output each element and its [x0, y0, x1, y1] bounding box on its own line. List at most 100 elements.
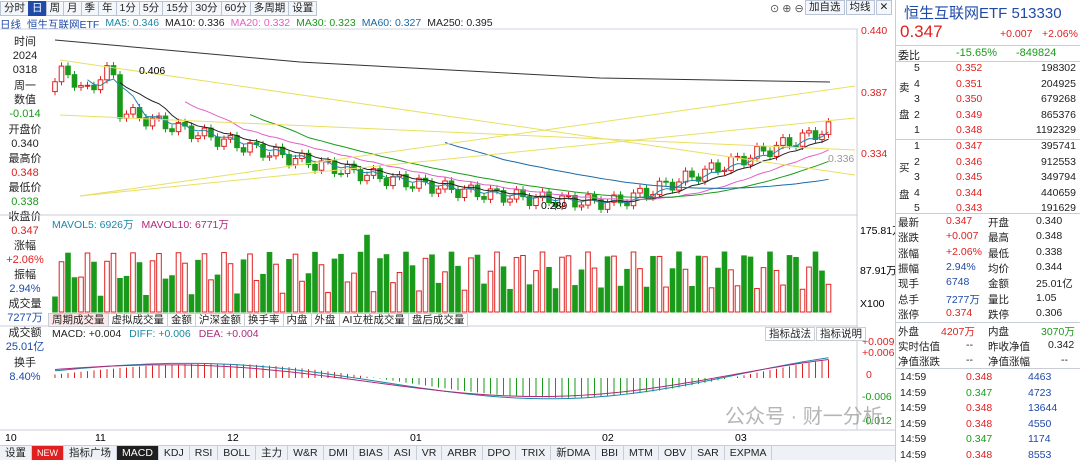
indicator-tab-10[interactable]: BIAS	[354, 446, 389, 460]
volume-bar	[247, 253, 253, 313]
volume-tab-7[interactable]: AI立桩成交量	[338, 313, 409, 327]
volume-bar	[494, 251, 500, 313]
volume-bar	[344, 281, 351, 313]
indicator-tab-12[interactable]: VR	[417, 446, 443, 460]
volume-bar	[318, 264, 325, 313]
stat-cell: 量比	[988, 293, 1009, 306]
ma10-label: MA10: 0.336	[165, 17, 225, 29]
stat-cell: +0.007	[946, 230, 979, 243]
volume-tab-6[interactable]: 外盘	[310, 313, 340, 327]
volume-tab-5[interactable]: 内盘	[282, 313, 312, 327]
indicator-tab-17[interactable]: BBI	[596, 446, 625, 460]
volume-bar	[559, 256, 565, 313]
volume-bar	[123, 275, 130, 313]
indicator-tab-7[interactable]: 主力	[256, 446, 289, 460]
order-price-sells[interactable]: 0.349	[956, 108, 983, 121]
indicator-tab-9[interactable]: DMI	[324, 446, 354, 460]
tab-period-9[interactable]: 30分	[191, 0, 222, 16]
volume-bar	[721, 251, 728, 313]
order-price-sells[interactable]: 0.348	[956, 124, 983, 136]
volume-tab-0[interactable]: 周期成交量	[48, 313, 109, 327]
mavol5-label: MAVOL5: 6926万	[52, 219, 134, 231]
ma-button[interactable]: 均线	[845, 0, 875, 15]
order-price-sells[interactable]: 0.350	[956, 93, 983, 105]
volume-bar	[273, 263, 279, 313]
volume-tab-3[interactable]: 沪深金额	[195, 313, 245, 327]
candle-body	[221, 138, 227, 147]
volume-bar	[604, 256, 611, 313]
indicator-tab-15[interactable]: TRIX	[516, 446, 552, 460]
indicator-tab-16[interactable]: 新DMA	[551, 446, 597, 460]
indicator-tab-19[interactable]: OBV	[659, 446, 693, 460]
tab-period-8[interactable]: 15分	[162, 0, 193, 16]
volume-bar	[663, 286, 669, 313]
order-price-sells[interactable]: 0.351	[956, 77, 983, 90]
volume-tab-2[interactable]: 金额	[167, 313, 196, 327]
volume-bar	[799, 288, 806, 313]
volume-bar	[292, 253, 299, 313]
open-value: 0.340	[11, 138, 39, 150]
quote-chg: +0.007	[1000, 28, 1033, 40]
order-price-buys[interactable]: 0.346	[956, 155, 983, 168]
volume-bar	[221, 252, 227, 313]
indicator-tab-18[interactable]: MTM	[624, 446, 659, 460]
volume-bar	[97, 295, 104, 313]
macd-buttons: 指标战法 指标说明	[765, 327, 866, 341]
volume-bar	[695, 255, 702, 313]
low-label: 最低价	[8, 182, 42, 194]
tab-period-7[interactable]: 5分	[138, 0, 164, 16]
order-volume-buys: 440659	[1040, 186, 1076, 199]
tab-period-6[interactable]: 1分	[115, 0, 140, 16]
indicator-tab-6[interactable]: BOLL	[218, 446, 257, 460]
indicator-tab-0[interactable]: 设置	[0, 446, 32, 460]
stat-cell: 6748	[946, 276, 970, 289]
tick-volume: 4723	[1028, 386, 1052, 399]
volume-tab-8[interactable]: 盘后成交量	[407, 313, 469, 327]
volume-bar	[435, 282, 442, 313]
dea-line	[54, 359, 829, 398]
indicator-tab-13[interactable]: ARBR	[442, 446, 483, 460]
indicator-tab-14[interactable]: DPO	[483, 446, 517, 460]
volume-bar	[747, 256, 754, 313]
volume-bar	[351, 272, 357, 313]
high-value: 0.348	[11, 167, 39, 179]
stat-cell: 总手	[898, 293, 919, 306]
kline-chart[interactable]: 0.440 0.387 0.334 0.406 0.289 0.336 175.…	[0, 0, 895, 462]
indicator-tab-3[interactable]: MACD	[117, 446, 159, 460]
volume-bar	[520, 255, 526, 313]
volume-bar	[734, 285, 741, 313]
order-price-buys[interactable]: 0.345	[956, 171, 983, 183]
indicator-tab-20[interactable]: SAR	[692, 446, 725, 460]
webi-value: -15.65%	[956, 47, 997, 59]
quote-panel: 恒生互联网ETF 513330 0.347 +0.007 +2.06% 委比 -…	[895, 0, 1080, 462]
volume-bar	[773, 269, 780, 313]
amp-label: 振幅	[14, 269, 36, 281]
order-price-buys[interactable]: 0.343	[956, 202, 983, 214]
stat-cell: 最新	[898, 217, 919, 229]
add-watchlist-button[interactable]: 加自选	[805, 0, 845, 15]
volume-bar	[624, 268, 630, 313]
indicator-tab-2[interactable]: 指标广场	[64, 446, 117, 460]
indicator-tab-5[interactable]: RSI	[190, 446, 219, 460]
tab-period-12[interactable]: 设置	[288, 0, 318, 16]
close-value: 0.347	[11, 225, 39, 237]
volume-tab-1[interactable]: 虚拟成交量	[107, 313, 168, 327]
stat-cell: +2.06%	[946, 245, 982, 258]
indicator-tab-1[interactable]: NEW	[32, 446, 64, 460]
toolbar-icons[interactable]: ⊙ ⊕ ⊖	[770, 3, 804, 15]
indicator-tab-4[interactable]: KDJ	[159, 446, 190, 460]
indicator-help-button[interactable]: 指标说明	[816, 327, 866, 341]
volume-tab-4[interactable]: 换手率	[244, 313, 284, 327]
candle-body	[734, 155, 741, 158]
indicator-tab-11[interactable]: ASI	[389, 446, 417, 460]
inner-label: 内盘	[988, 326, 1009, 338]
close-icon[interactable]: ✕	[875, 0, 893, 15]
order-price-buys[interactable]: 0.344	[956, 186, 983, 199]
indicator-strategy-button[interactable]: 指标战法	[765, 327, 815, 341]
indicator-tab-8[interactable]: W&R	[288, 446, 324, 460]
close-label: 收盘价	[8, 211, 42, 223]
order-price-buys[interactable]: 0.347	[956, 140, 983, 152]
order-price-sells[interactable]: 0.352	[956, 62, 983, 74]
volume-bar	[253, 280, 260, 313]
indicator-tab-21[interactable]: EXPMA	[725, 446, 773, 460]
